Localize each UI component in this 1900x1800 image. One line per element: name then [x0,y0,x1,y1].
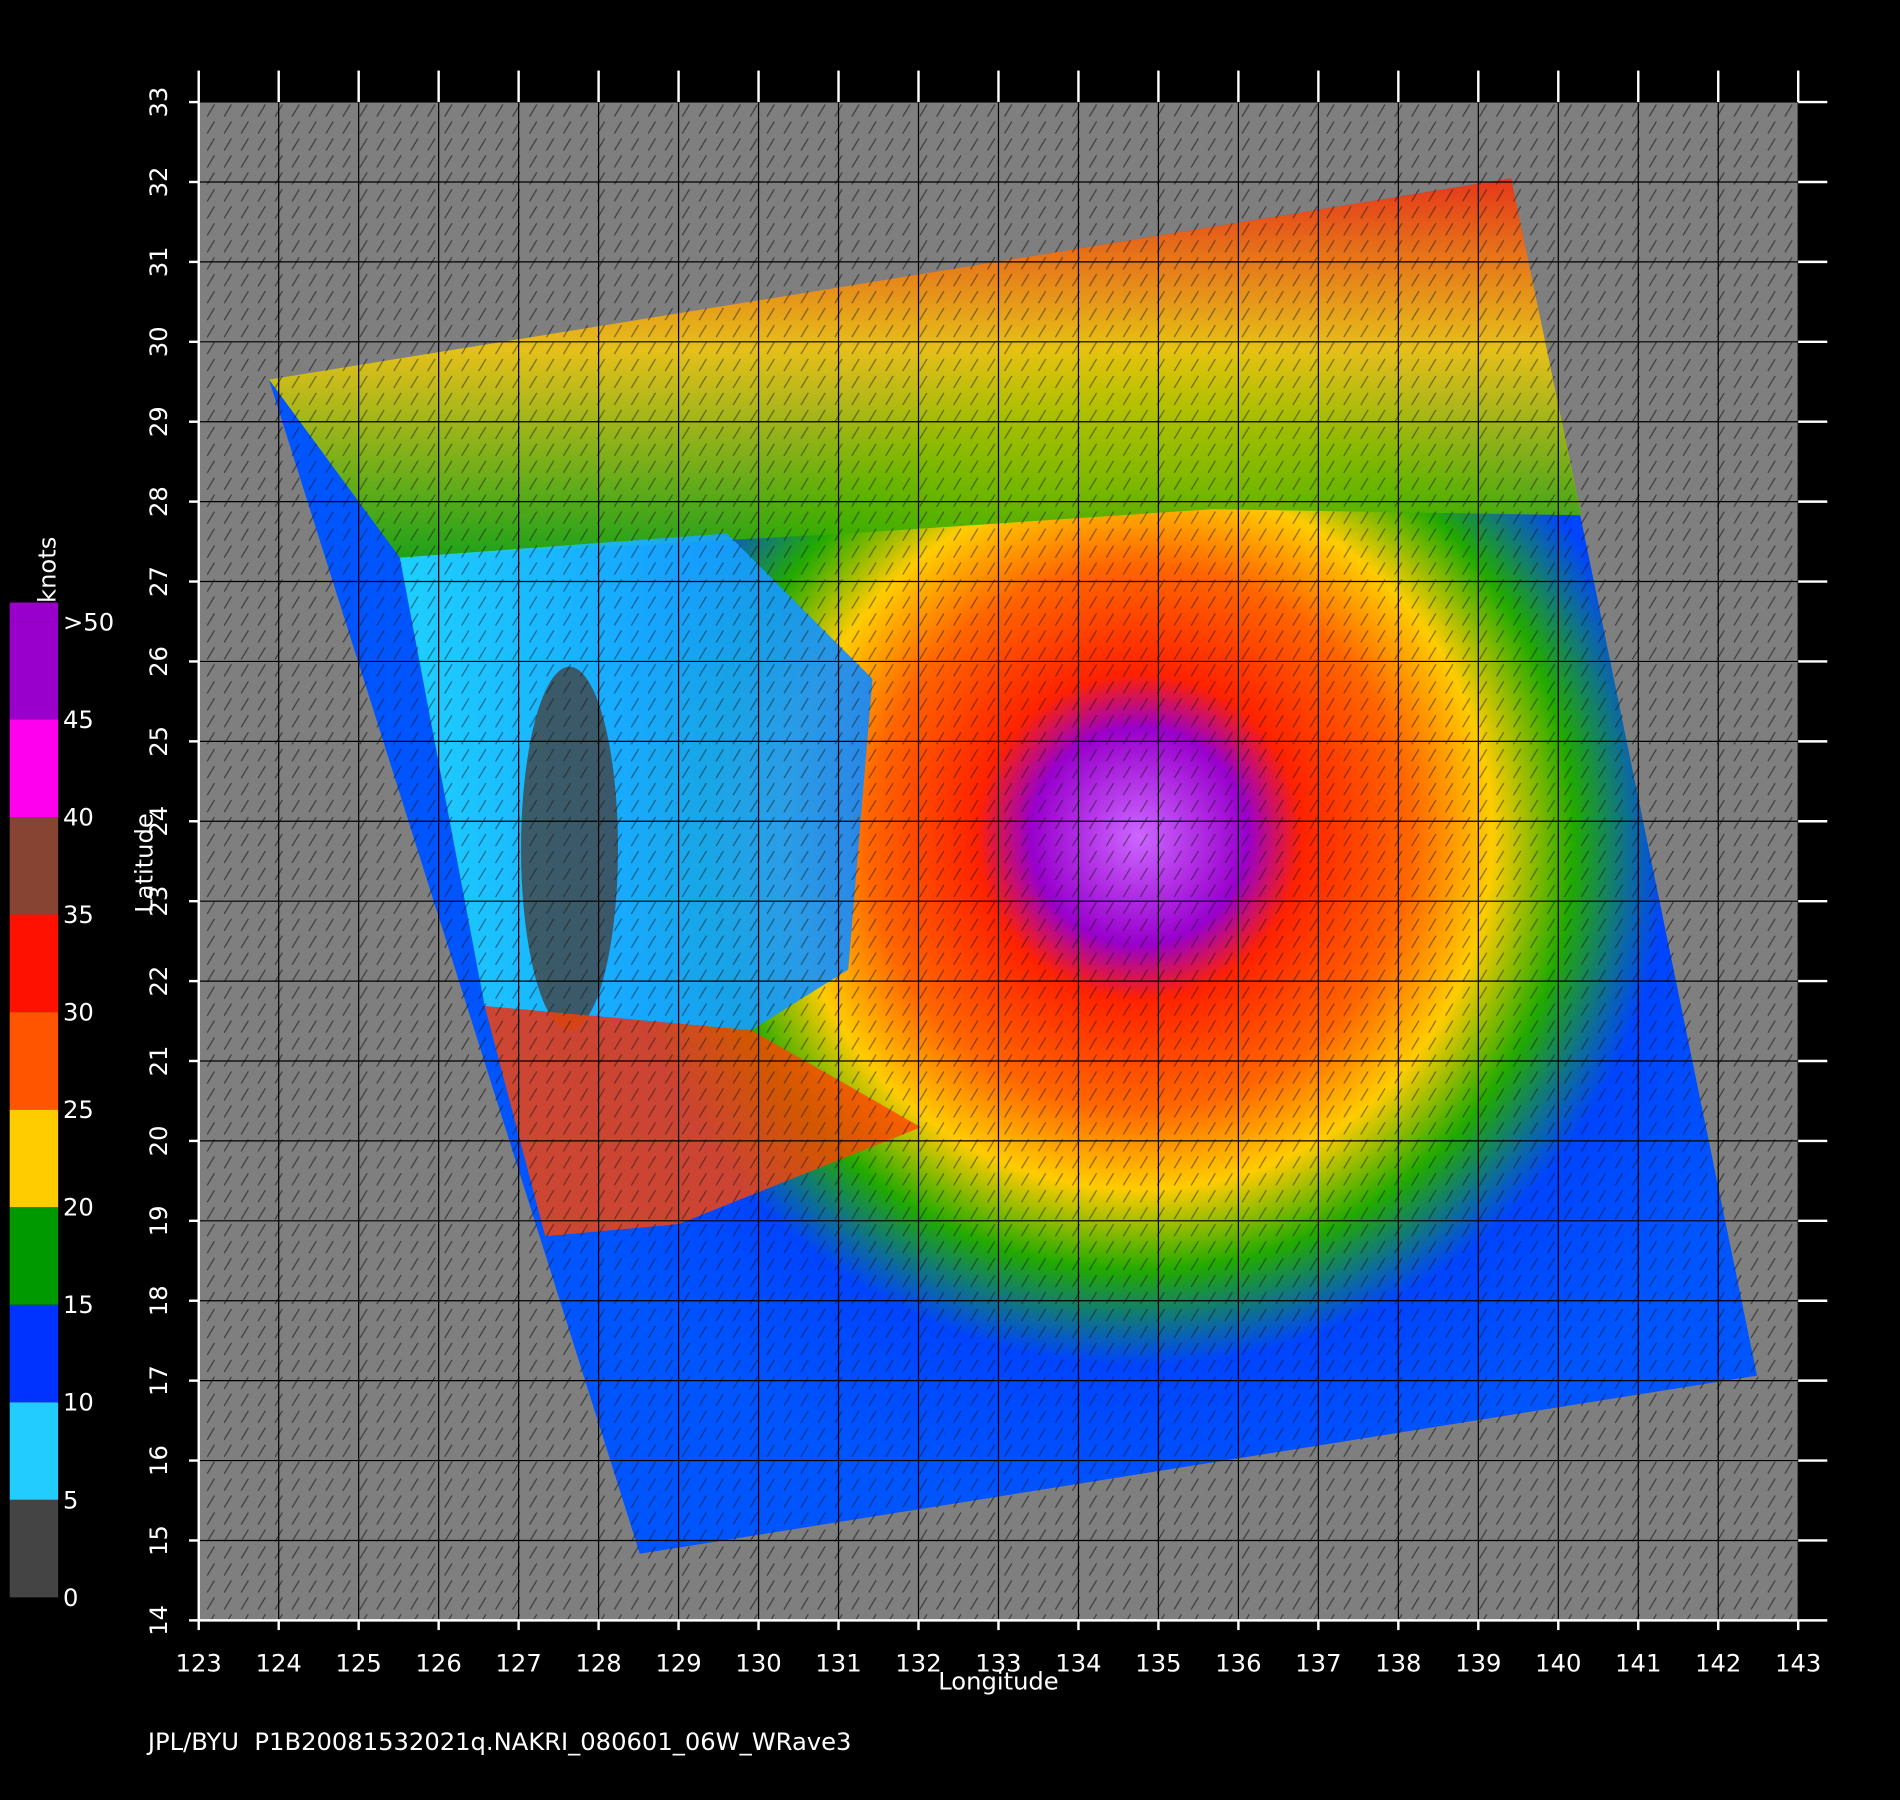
y-tick-label: 20 [145,1125,173,1156]
x-tick-label: 131 [815,1649,861,1677]
colorbar-band [9,914,59,1013]
x-tick-label: 138 [1375,1649,1421,1677]
x-tick-label: 135 [1135,1649,1181,1677]
colorbar-band [9,1012,59,1110]
y-tick-label: 23 [145,886,173,917]
x-tick-label: 139 [1455,1649,1501,1677]
x-tick-label: 125 [336,1649,382,1677]
y-tick-label: 18 [145,1285,173,1316]
y-tick-label: 22 [145,966,173,997]
x-tick-label: 129 [655,1649,701,1677]
colorbar-tick-label: 20 [63,1194,94,1222]
y-tick-label: 16 [145,1445,173,1476]
colorbar-tick-label: 35 [63,901,94,929]
y-tick-label: 21 [145,1046,173,1077]
x-tick-label: 126 [416,1649,462,1677]
y-tick-label: 29 [145,406,173,437]
wind-barbs-swath [269,178,1758,1554]
x-tick-label: 137 [1295,1649,1341,1677]
y-tick-label: 24 [145,806,173,837]
colorbar-band [9,1207,59,1305]
x-tick-label: 124 [256,1649,302,1677]
y-tick-label: 15 [145,1525,173,1556]
y-tick-label: 19 [145,1205,173,1236]
colorbar-tick-label: 30 [63,999,94,1027]
footer: JPL/BYU P1B20081532021q.NAKRI_080601_06W… [146,1728,852,1756]
x-tick-label: 127 [496,1649,542,1677]
colorbar-tick-label: 45 [63,706,94,734]
x-tick-label: 136 [1215,1649,1261,1677]
plot-area [198,102,1799,1621]
y-tick-label: 31 [145,246,173,277]
x-tick-label: 132 [895,1649,941,1677]
x-tick-label: 143 [1775,1649,1821,1677]
colorbar-tick-label: 40 [63,803,94,831]
colorbar-band [9,1304,59,1403]
y-tick-label: 25 [145,726,173,757]
colorbar-label: knots [34,537,62,603]
y-tick-label: 17 [145,1365,173,1396]
x-tick-label: 133 [975,1649,1021,1677]
y-axis-label: Latitude [131,813,159,913]
x-tick-label: 141 [1615,1649,1661,1677]
colorbar-top [9,602,59,622]
x-tick-label: 142 [1695,1649,1741,1677]
x-tick-label: 134 [1055,1649,1101,1677]
colorbar-tick-label: 15 [63,1291,94,1319]
x-tick-label: 128 [575,1649,621,1677]
x-tick-label: 130 [735,1649,781,1677]
x-tick-label: 123 [176,1649,222,1677]
colorbar-band [9,1402,59,1500]
colorbar-tick-label: 10 [63,1389,94,1417]
colorbar-band [9,719,59,817]
colorbar-band [9,816,59,915]
y-tick-label: 30 [145,326,173,357]
colorbar-tick-label: 5 [63,1486,78,1514]
y-tick-label: 27 [145,566,173,597]
x-axis-label: Longitude [938,1667,1058,1695]
colorbar-band [9,1109,59,1208]
colorbar-tick-label: 0 [63,1584,78,1612]
y-tick-label: 14 [145,1605,173,1636]
y-tick-label: 28 [145,486,173,517]
y-tick-label: 26 [145,646,173,677]
y-tick-label: 33 [145,87,173,118]
colorbar-tick-label: >50 [63,608,114,636]
colorbar-band [9,621,59,720]
colorbar-tick-label: 25 [63,1096,94,1124]
y-tick-label: 32 [145,167,173,198]
x-tick-label: 140 [1535,1649,1581,1677]
colorbar-band [9,1499,59,1598]
